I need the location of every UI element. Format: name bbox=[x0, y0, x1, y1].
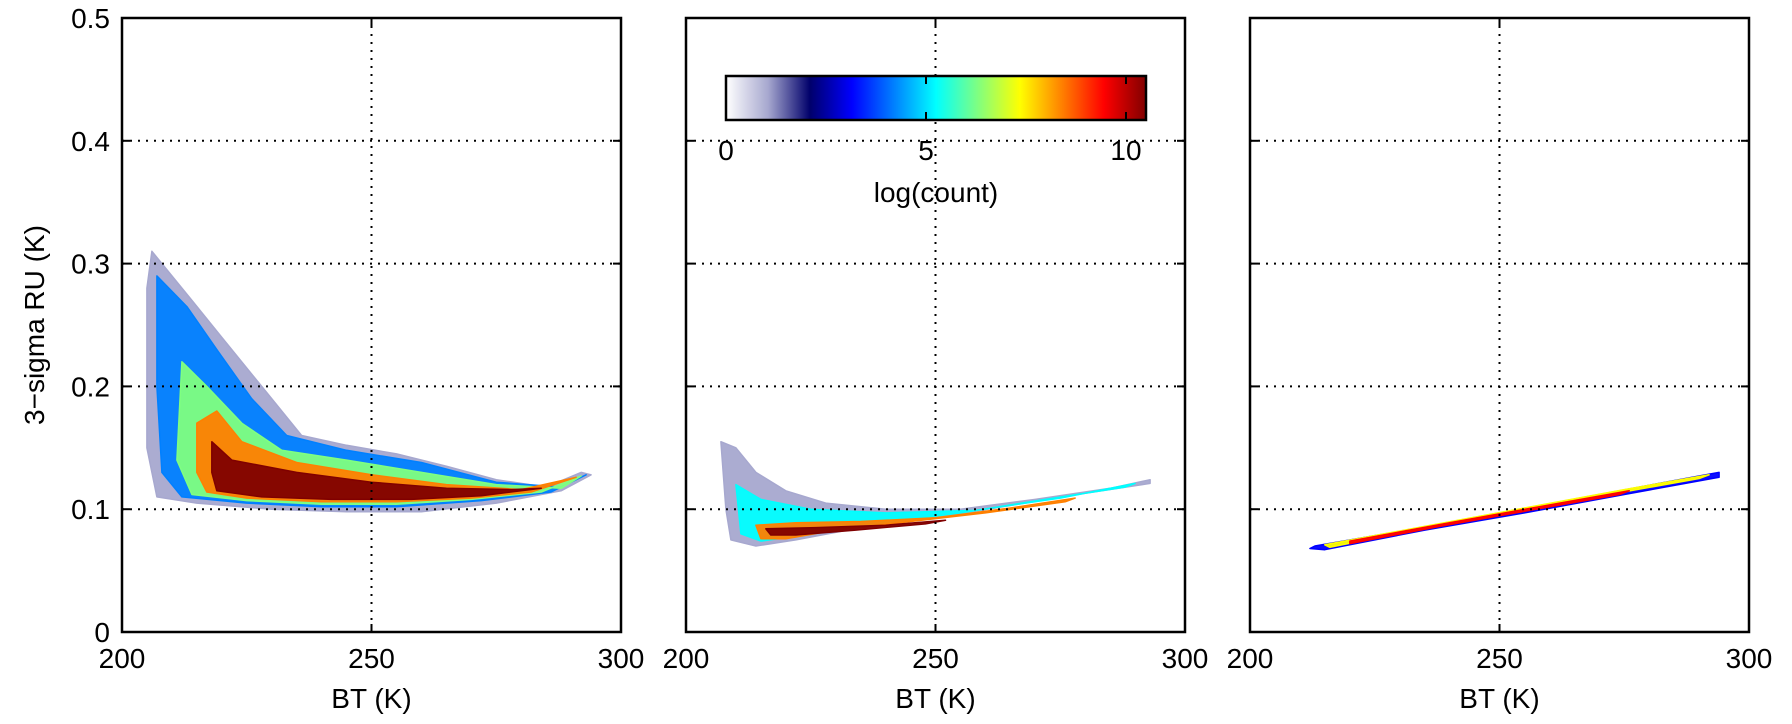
x-ticks-1: 200 250 300 bbox=[99, 18, 645, 674]
y-tick-label: 0.5 bbox=[71, 3, 110, 34]
colorbar-tick-label: 0 bbox=[718, 135, 734, 166]
density-layer-1 bbox=[146, 250, 592, 513]
y-ticks-3 bbox=[1250, 17, 1749, 633]
colorbar: 0 5 10 log(count) bbox=[718, 74, 1148, 208]
y-tick-label: 0 bbox=[94, 617, 110, 648]
x-tick-label: 300 bbox=[1162, 643, 1209, 674]
x-tick-label: 300 bbox=[1726, 643, 1773, 674]
panel-1: 200 250 300 0 0.1 0.2 0.3 0.4 0.5 BT (K) 3−sigm… bbox=[19, 3, 644, 714]
colorbar-tick-label: 10 bbox=[1110, 135, 1141, 166]
x-tick-label: 250 bbox=[1476, 643, 1523, 674]
x-tick-label: 200 bbox=[663, 643, 710, 674]
y-axis-label: 3−sigma RU (K) bbox=[19, 225, 50, 425]
density-region-3-3 bbox=[1349, 490, 1630, 545]
y-ticks-1: 0 0.1 0.2 0.3 0.4 0.5 bbox=[71, 3, 621, 648]
colorbar-tick-label: 5 bbox=[918, 135, 934, 166]
colorbar-ticks: 0 5 10 bbox=[718, 76, 1142, 166]
plot-frame-3 bbox=[1250, 18, 1749, 632]
x-axis-label-3: BT (K) bbox=[1459, 683, 1539, 714]
grid-3 bbox=[1250, 18, 1749, 632]
density-layer-2 bbox=[720, 440, 1151, 547]
x-tick-label: 250 bbox=[912, 643, 959, 674]
panel-2: 200 250 300 BT (K) 0 5 10 log(count) bbox=[663, 16, 1209, 714]
density-region-1-5 bbox=[211, 440, 542, 501]
colorbar-gradient bbox=[724, 74, 1148, 122]
x-tick-label: 250 bbox=[348, 643, 395, 674]
y-tick-label: 0.4 bbox=[71, 126, 110, 157]
colorbar-label: log(count) bbox=[874, 177, 999, 208]
x-tick-label: 200 bbox=[1227, 643, 1274, 674]
y-tick-label: 0.1 bbox=[71, 494, 110, 525]
x-axis-label-2: BT (K) bbox=[895, 683, 975, 714]
grid-1 bbox=[122, 18, 621, 632]
x-ticks-2: 200 250 300 bbox=[663, 18, 1209, 674]
grid-2 bbox=[686, 18, 1185, 632]
density-layer-3 bbox=[1309, 471, 1720, 551]
x-tick-label: 200 bbox=[99, 643, 146, 674]
density-region-2-4 bbox=[765, 519, 947, 536]
panel-3: 200 250 300 BT (K) bbox=[1227, 16, 1773, 714]
y-tick-label: 0.2 bbox=[71, 371, 110, 402]
y-ticks-2 bbox=[686, 17, 1185, 633]
y-tick-label: 0.3 bbox=[71, 249, 110, 280]
x-ticks-3: 200 250 300 bbox=[1227, 18, 1773, 674]
x-tick-label: 300 bbox=[598, 643, 645, 674]
x-axis-label-1: BT (K) bbox=[331, 683, 411, 714]
